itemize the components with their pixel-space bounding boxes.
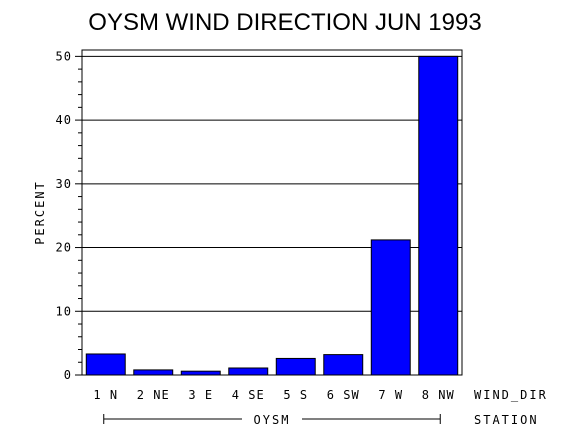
bar-8 <box>418 55 459 376</box>
x-tick-label-2: 2 NE <box>137 388 170 402</box>
bar-7 <box>370 239 411 376</box>
station-axis-label: STATION <box>474 413 539 427</box>
x-tick-label-6: 6 SW <box>327 388 360 402</box>
bars <box>85 55 459 376</box>
chart-title: OYSM WIND DIRECTION JUN 1993 <box>88 9 481 36</box>
bar-2 <box>133 369 174 376</box>
y-axis-label: PERCENT <box>33 180 47 245</box>
y-tick-label-30: 30 <box>56 177 72 191</box>
station-group-label: OYSM <box>254 413 291 427</box>
y-tick-label-10: 10 <box>56 304 72 318</box>
x-tick-label-5: 5 S <box>283 388 308 402</box>
x-tick-label-4: 4 SE <box>232 388 265 402</box>
y-axis-ticks <box>75 55 82 376</box>
y-tick-label-20: 20 <box>56 241 72 255</box>
x-axis-tick-labels: 1 N 2 NE 3 E 4 SE 5 S 6 SW 7 W 8 NW <box>93 388 455 402</box>
x-tick-label-3: 3 E <box>188 388 213 402</box>
bar-6 <box>323 354 364 376</box>
y-tick-label-0: 0 <box>64 368 72 382</box>
y-tick-label-50: 50 <box>56 49 72 63</box>
bar-4 <box>228 367 269 376</box>
bar-1 <box>85 353 126 376</box>
plot-frame <box>81 49 463 376</box>
x-axis-label: WIND_DIR <box>474 388 548 402</box>
bar-5 <box>275 357 316 376</box>
x-tick-label-8: 8 NW <box>422 388 455 402</box>
bar-3 <box>180 370 221 376</box>
x-tick-label-7: 7 W <box>378 388 403 402</box>
station-group-bracket <box>103 414 441 424</box>
y-axis-tick-labels: 0 10 20 30 40 50 <box>56 49 72 382</box>
x-tick-label-1: 1 N <box>93 388 118 402</box>
y-tick-label-40: 40 <box>56 113 72 127</box>
